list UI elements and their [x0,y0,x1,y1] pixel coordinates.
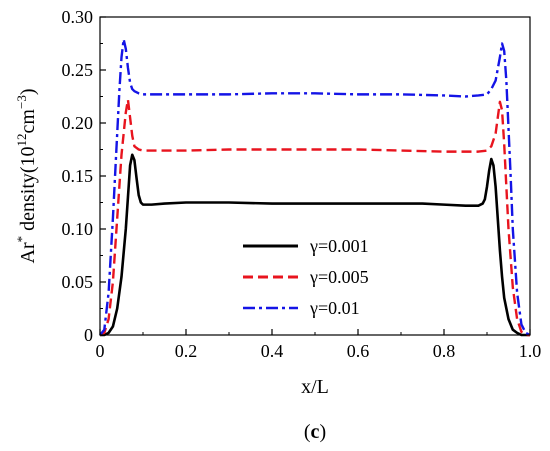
x-tick-label-2: 0.4 [261,341,284,361]
legend-label-0: γ=0.001 [309,236,369,256]
x-tick-label-0: 0 [96,341,105,361]
y-axis-title: Ar* density(1012cm−3) [14,89,39,264]
legend: γ=0.001 γ=0.005 γ=0.01 [243,236,369,318]
x-axis-title: x/L [301,376,329,398]
y-tick-label-5: 0.25 [62,60,94,80]
x-tick-label-4: 0.8 [433,341,456,361]
x-tick-label-5: 1.0 [519,341,542,361]
x-tick-label-3: 0.6 [347,341,370,361]
y-tick-label-2: 0.10 [62,219,94,239]
ticks-layer: 0 0.2 0.4 0.6 0.8 1.0 0 0.05 0.10 0.15 0.20 0.25 0.3… [62,7,542,361]
series-layer [99,38,531,337]
y-tick-label-4: 0.20 [62,113,94,133]
legend-label-1: γ=0.005 [309,267,369,287]
series-line-2 [99,38,531,337]
series-line-0 [100,153,530,337]
panel-label: (c) [304,421,326,443]
y-tick-label-0: 0 [84,325,93,345]
plot-frame [99,16,531,336]
y-tick-label-6: 0.30 [62,7,94,27]
series-line-1 [99,98,530,337]
y-tick-label-3: 0.15 [62,166,94,186]
legend-label-2: γ=0.01 [309,298,360,318]
y-tick-label-1: 0.05 [62,272,94,292]
x-tick-label-1: 0.2 [175,341,198,361]
